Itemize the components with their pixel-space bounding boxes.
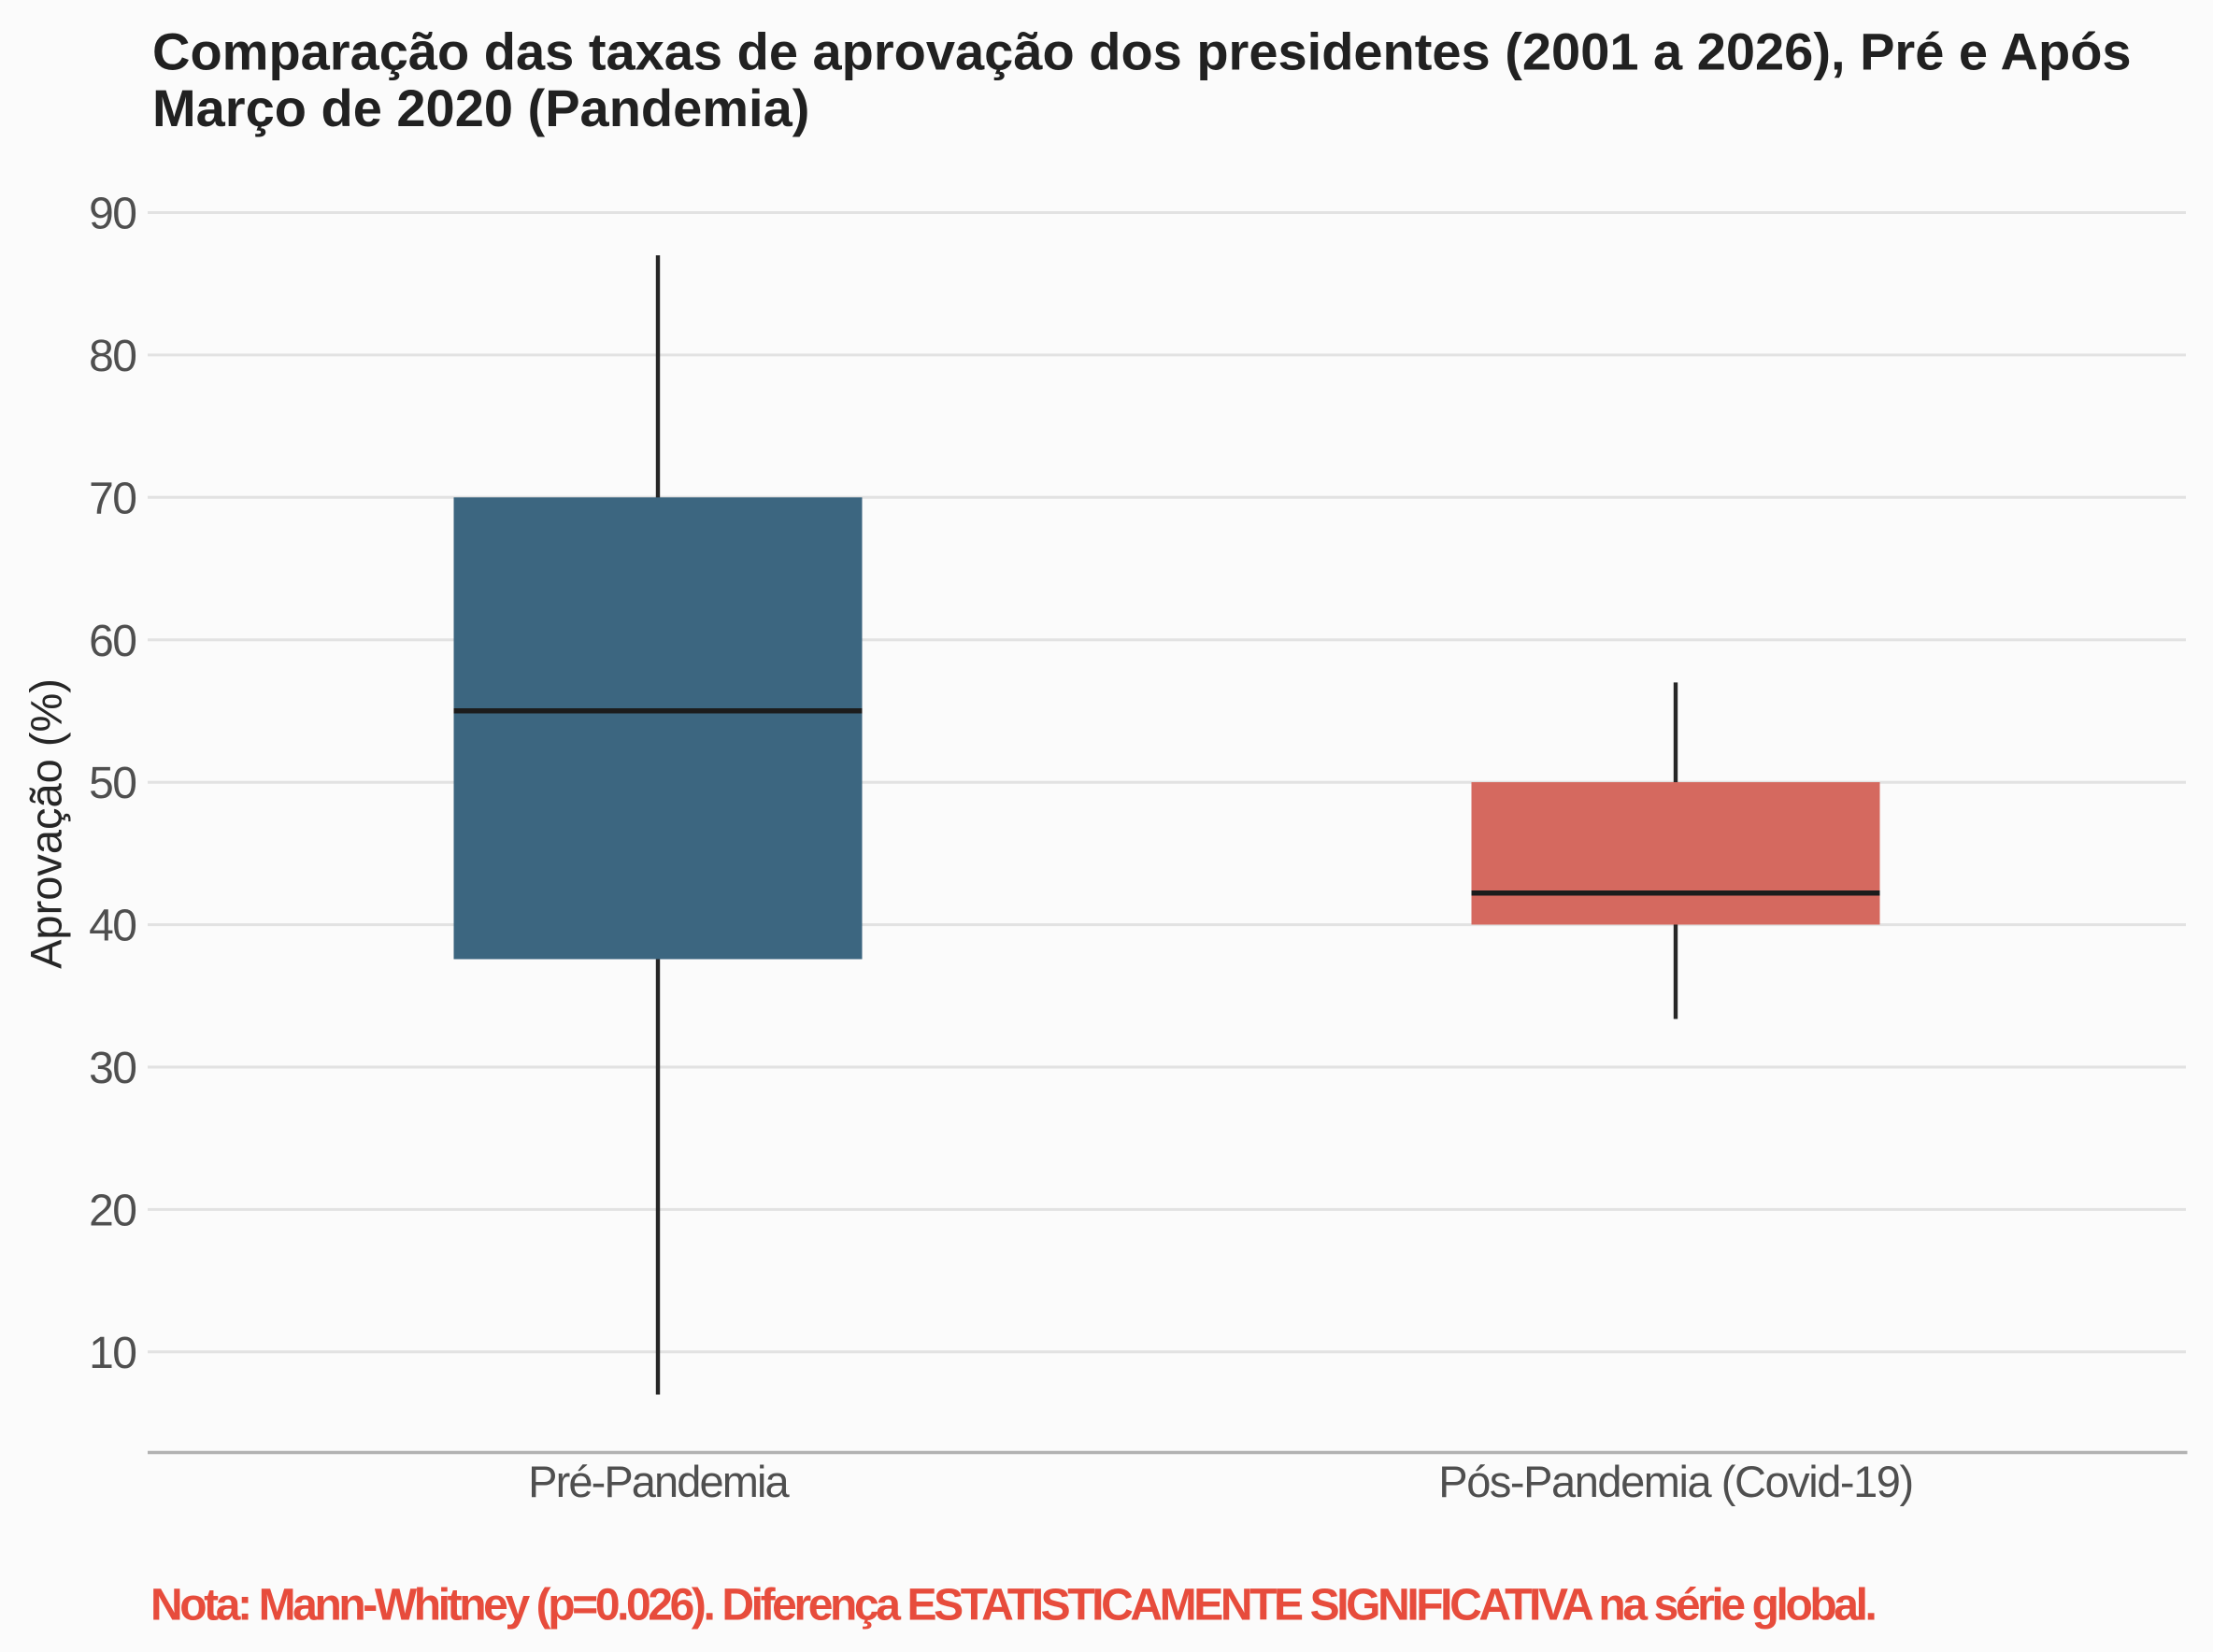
svg-text:Março de 2020 (Pandemia): Março de 2020 (Pandemia) — [152, 78, 809, 137]
svg-text:10: 10 — [89, 1329, 136, 1378]
svg-text:20: 20 — [89, 1186, 136, 1235]
svg-text:Nota: Mann-Whitney (p=0.026).: Nota: Mann-Whitney (p=0.026). Diferença … — [150, 1580, 1876, 1630]
svg-text:Aprovação (%): Aprovação (%) — [21, 678, 71, 969]
svg-text:80: 80 — [89, 332, 136, 381]
svg-text:Comparação das taxas de aprova: Comparação das taxas de aprovação dos pr… — [152, 22, 2132, 81]
svg-text:60: 60 — [89, 617, 136, 666]
svg-text:Pós-Pandemia (Covid-19): Pós-Pandemia (Covid-19) — [1438, 1457, 1912, 1506]
svg-text:70: 70 — [89, 474, 136, 523]
svg-text:Pré-Pandemia: Pré-Pandemia — [528, 1457, 790, 1506]
svg-text:30: 30 — [89, 1044, 136, 1093]
svg-text:40: 40 — [89, 902, 136, 951]
svg-text:90: 90 — [89, 190, 136, 239]
svg-text:50: 50 — [89, 759, 136, 808]
